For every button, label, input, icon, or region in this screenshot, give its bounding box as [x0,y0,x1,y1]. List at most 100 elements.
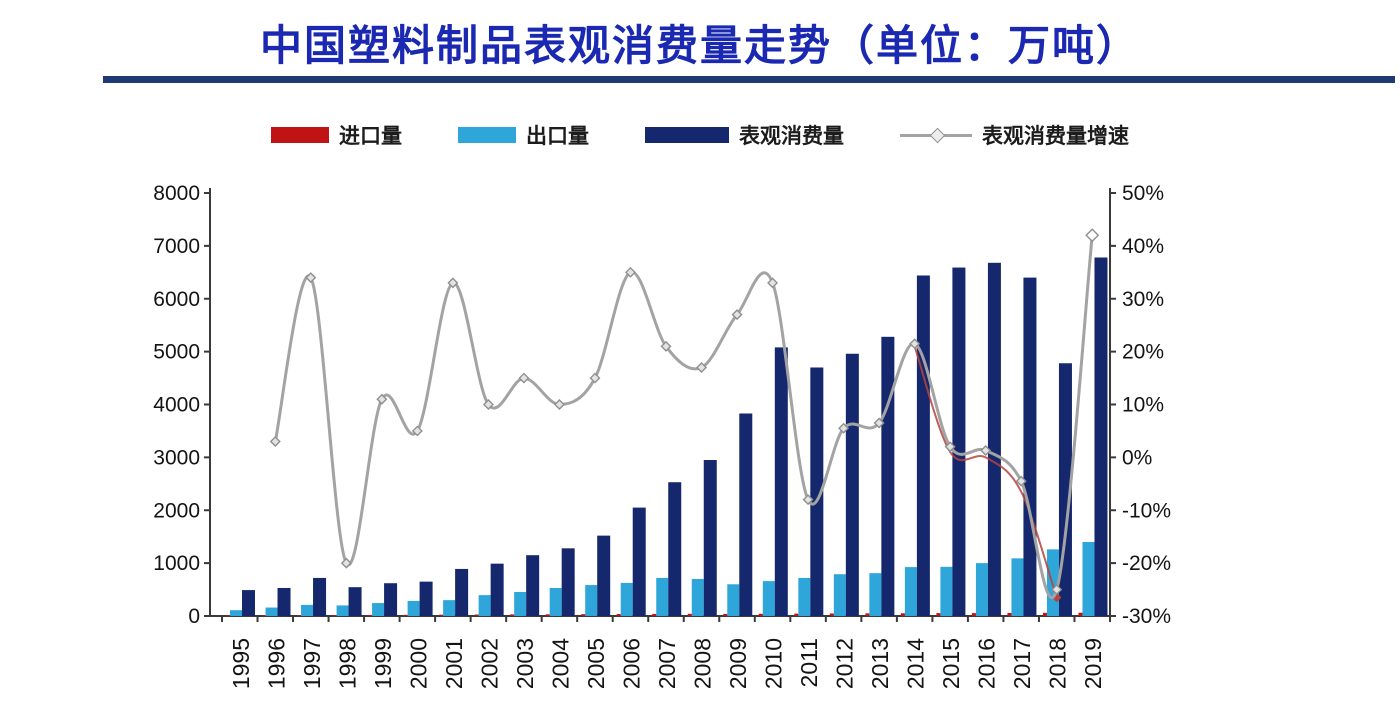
x-axis-year-label: 2005 [583,638,609,689]
growth-shadow-line [913,345,1058,599]
bar-imports-2002 [474,614,479,616]
growth-line-marker [731,309,743,321]
legend-swatch-consumption [645,127,729,143]
chart-legend: 进口量 出口量 表观消费量 表观消费量增速 [0,120,1400,150]
bar-consumption-1998 [348,587,362,616]
growth-line-marker [767,277,779,289]
bar-imports-2013 [865,613,870,616]
bar-exports-2014 [904,567,917,616]
bar-consumption-1997 [313,577,327,616]
x-axis-year-label: 2017 [1009,638,1035,689]
growth-line-marker [589,372,601,384]
growth-line-marker [944,441,956,453]
bar-exports-2012 [833,574,846,616]
legend-item-growth: 表观消费量增速 [900,120,1129,150]
bar-exports-2019 [1082,541,1095,616]
bar-consumption-2014 [916,275,930,616]
x-axis-year-label: 2018 [1045,638,1071,689]
growth-line-marker [340,557,352,569]
growth-line-marker [980,445,992,456]
y2-axis-tick-label: 20% [1122,341,1164,364]
y2-axis-tick-label: 30% [1122,288,1164,311]
y2-axis-tick-label: 10% [1122,394,1164,417]
bar-imports-2000 [403,614,408,616]
bar-consumption-2013 [881,336,895,616]
x-axis-year-label: 2007 [654,638,680,689]
title-underline-rule [103,76,1395,83]
bar-consumption-2011 [810,367,824,616]
x-axis-year-label: 2001 [441,638,467,689]
growth-line-marker [696,361,708,373]
growth-line-marker [305,272,317,284]
bar-imports-1997 [297,615,302,616]
bar-consumption-2006 [632,507,646,616]
diamond-marker-icon [929,127,946,143]
growth-line-marker [376,393,388,405]
bar-imports-2005 [581,614,586,616]
bar-imports-2001 [439,614,444,616]
bar-imports-2011 [794,613,799,616]
bar-imports-2018 [1042,612,1047,616]
bar-consumption-2004 [561,548,575,616]
bar-exports-2002 [478,595,491,616]
bar-consumption-2012 [845,353,859,616]
growth-line-marker [482,399,494,410]
bar-consumption-2019 [1094,257,1108,616]
y-axis-tick-label: 3000 [153,446,200,469]
bar-imports-2019 [1078,612,1083,616]
x-axis-year-label: 1999 [370,638,396,689]
y-axis-tick-label: 5000 [153,341,200,364]
x-axis-year-label: 2010 [761,638,787,689]
bar-imports-2004 [545,614,550,616]
bar-imports-2014 [900,613,905,616]
bar-exports-2006 [620,582,633,616]
y2-axis-tick-label: -30% [1122,605,1171,628]
bar-exports-1998 [336,605,349,616]
growth-line-marker [873,417,885,429]
y-axis-tick-label: 4000 [153,394,200,417]
legend-label-exports: 出口量 [526,125,589,148]
y2-axis-tick-label: 40% [1122,235,1164,258]
y-axis-tick-label: 8000 [153,182,200,205]
x-axis-year-label: 2002 [476,638,502,689]
growth-line-marker [447,277,459,289]
bar-imports-1998 [332,615,337,616]
x-axis-year-label: 2019 [1080,638,1106,689]
bar-exports-2004 [549,587,562,616]
bar-exports-1997 [301,604,314,616]
bar-imports-2015 [936,613,941,616]
bar-imports-2010 [758,613,763,616]
y2-axis-tick-label: -20% [1122,552,1171,575]
x-axis-year-label: 2003 [512,638,538,689]
bar-exports-2003 [514,591,527,616]
growth-line-end-marker [1085,228,1100,243]
bar-consumption-2001 [455,568,469,616]
bar-exports-2013 [869,573,882,616]
bar-exports-2007 [656,577,669,616]
legend-label-imports: 进口量 [339,125,402,148]
growth-line-marker [269,436,281,448]
y2-axis-tick-label: -10% [1122,499,1171,522]
bar-exports-2008 [691,578,704,616]
bar-exports-2011 [798,577,811,616]
bar-imports-1995 [226,615,230,616]
growth-line-marker [518,372,530,384]
bar-consumption-2000 [419,581,433,616]
bar-exports-2005 [585,585,598,616]
x-axis-year-label: 2009 [725,638,751,689]
x-axis-year-label: 1996 [263,638,289,689]
bar-exports-2001 [443,600,456,616]
x-axis-year-label: 1997 [299,638,325,689]
x-axis-year-label: 2011 [796,638,822,687]
legend-swatch-exports [458,127,516,143]
growth-line-marker [660,340,672,352]
bar-imports-2009 [723,613,728,616]
bar-consumption-2010 [774,347,788,616]
x-axis-year-label: 1998 [334,638,360,689]
bar-exports-1996 [265,607,278,616]
bar-imports-2008 [687,613,692,616]
bar-consumption-2017 [1023,277,1037,616]
x-axis-year-label: 2014 [903,638,929,689]
x-axis-year-label: 2008 [690,638,716,689]
